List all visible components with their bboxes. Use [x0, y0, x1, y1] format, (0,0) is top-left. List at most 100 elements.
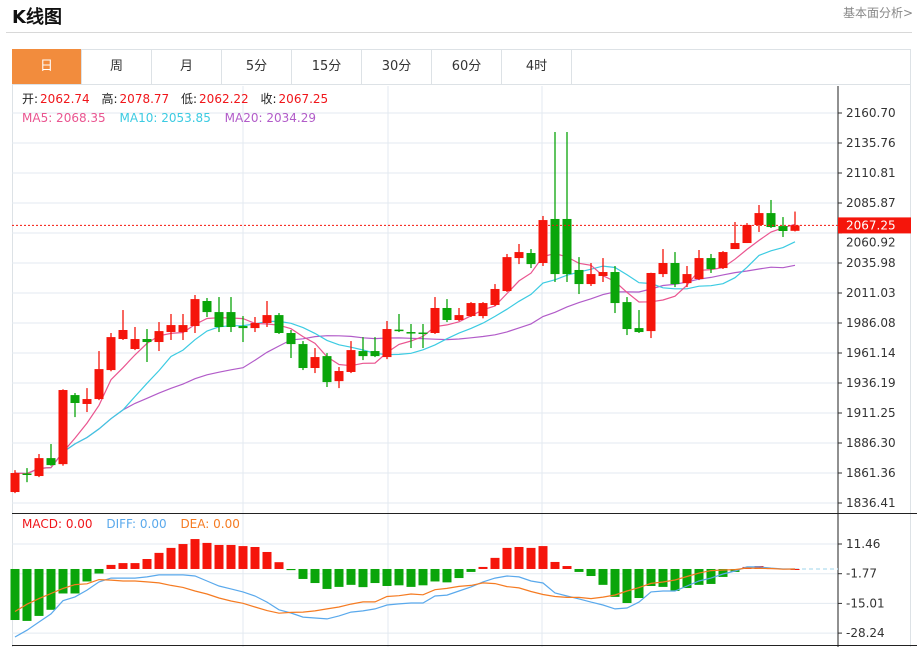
macd-bar [118, 563, 128, 569]
candle-body [526, 253, 536, 265]
candle-up [478, 302, 488, 319]
macd-bar [610, 568, 620, 597]
candle-body [754, 213, 764, 225]
macd-bar [274, 562, 284, 569]
candle-up [718, 251, 728, 270]
diff-line [14, 566, 795, 638]
tab-15min[interactable]: 15分 [292, 49, 362, 84]
tab-day[interactable]: 日 [12, 49, 82, 84]
candle-body [334, 371, 344, 382]
candle-up [790, 211, 800, 232]
candle-body [226, 312, 236, 327]
macd-bar [706, 568, 716, 584]
candle-body [742, 224, 752, 244]
macd-bar [262, 551, 272, 569]
candle-down [778, 217, 788, 238]
high-value: 2078.77 [119, 92, 170, 106]
candle-body [46, 458, 56, 466]
macd-bar [310, 568, 320, 584]
macd-bar [202, 542, 212, 569]
macd-bar [358, 568, 368, 588]
tab-month[interactable]: 月 [152, 49, 222, 84]
candle-body [658, 263, 668, 275]
price-tick-label: 1836.41 [846, 496, 896, 510]
macd-bar [214, 544, 224, 569]
macd-bar [190, 539, 200, 569]
price-tick-label: 2060.92 [846, 235, 896, 249]
dea-value: DEA: 0.00 [180, 517, 240, 531]
candle-up [646, 272, 656, 339]
period-tabs: 日 周 月 5分 15分 30分 60分 4时 [12, 49, 911, 85]
candle-down [274, 313, 284, 334]
candle-body [406, 332, 416, 334]
candle-body [118, 330, 128, 340]
price-tick-label: 1936.19 [846, 376, 896, 390]
page-title: K线图 [12, 7, 62, 28]
candle-body [70, 395, 80, 404]
macd-bar [142, 559, 152, 569]
open-label: 开: [22, 92, 39, 106]
candle-up [262, 301, 272, 327]
candle-body [238, 326, 248, 329]
candle-up [586, 263, 596, 286]
candle-up [130, 326, 140, 351]
candle-body [346, 350, 356, 372]
macd-bar [490, 557, 500, 569]
ma5-value: MA5: 2068.35 [22, 111, 106, 125]
candle-body [190, 299, 200, 327]
macd-bar [70, 568, 80, 594]
candle-body [202, 301, 212, 313]
tab-60min[interactable]: 60分 [432, 49, 502, 84]
macd-bar [334, 568, 344, 587]
macd-bar [154, 552, 164, 569]
candle-down [46, 444, 56, 466]
macd-bar [406, 568, 416, 587]
price-tick-label: 2011.03 [846, 286, 896, 300]
macd-bar [466, 568, 476, 572]
last-price-label: 2067.25 [846, 218, 896, 232]
ohlc-readout: 开: 2062.74 高: 2078.77 低: 2062.22 收: 2067.25 [22, 92, 330, 107]
fundamental-analysis-link[interactable]: 基本面分析> [842, 6, 913, 20]
close-label: 收: [260, 92, 277, 106]
candle-up [58, 389, 68, 466]
candle-body [322, 356, 332, 383]
macd-value: MACD: 0.00 [22, 517, 93, 531]
macd-bar [34, 568, 44, 616]
candle-body [730, 243, 740, 250]
candle-body [718, 252, 728, 269]
low-label: 低: [181, 92, 198, 106]
candle-down [442, 299, 452, 323]
candle-body [178, 325, 188, 333]
candle-down [550, 132, 560, 283]
candle-down [670, 252, 680, 288]
price-tick-label: 2085.87 [846, 196, 896, 210]
tab-4hour[interactable]: 4时 [502, 49, 572, 84]
tab-30min[interactable]: 30分 [362, 49, 432, 84]
candle-body [586, 274, 596, 285]
candle-up [658, 249, 668, 278]
candle-down [634, 310, 644, 334]
macd-tick-label: 11.46 [846, 537, 880, 551]
candle-body [250, 323, 260, 329]
candle-up [730, 221, 740, 250]
macd-bar [46, 568, 56, 610]
candle-up [82, 388, 92, 413]
candle-body [358, 351, 368, 357]
candle-down [526, 249, 536, 269]
candle-down [562, 132, 572, 283]
price-tick-label: 1961.14 [846, 346, 896, 360]
candle-body [34, 458, 44, 477]
macd-bar [166, 547, 176, 569]
candle-body [646, 272, 656, 332]
macd-bar [250, 546, 260, 569]
candle-down [238, 316, 248, 343]
price-tick-label: 2135.76 [846, 136, 896, 150]
macd-readout: MACD: 0.00 DIFF: 0.00 DEA: 0.00 [22, 517, 242, 532]
tab-5min[interactable]: 5分 [222, 49, 292, 84]
candle-body [778, 226, 788, 232]
price-tick-label: 2035.98 [846, 256, 896, 270]
macd-bar [394, 568, 404, 586]
tab-week[interactable]: 周 [82, 49, 152, 84]
candle-down [622, 297, 632, 336]
